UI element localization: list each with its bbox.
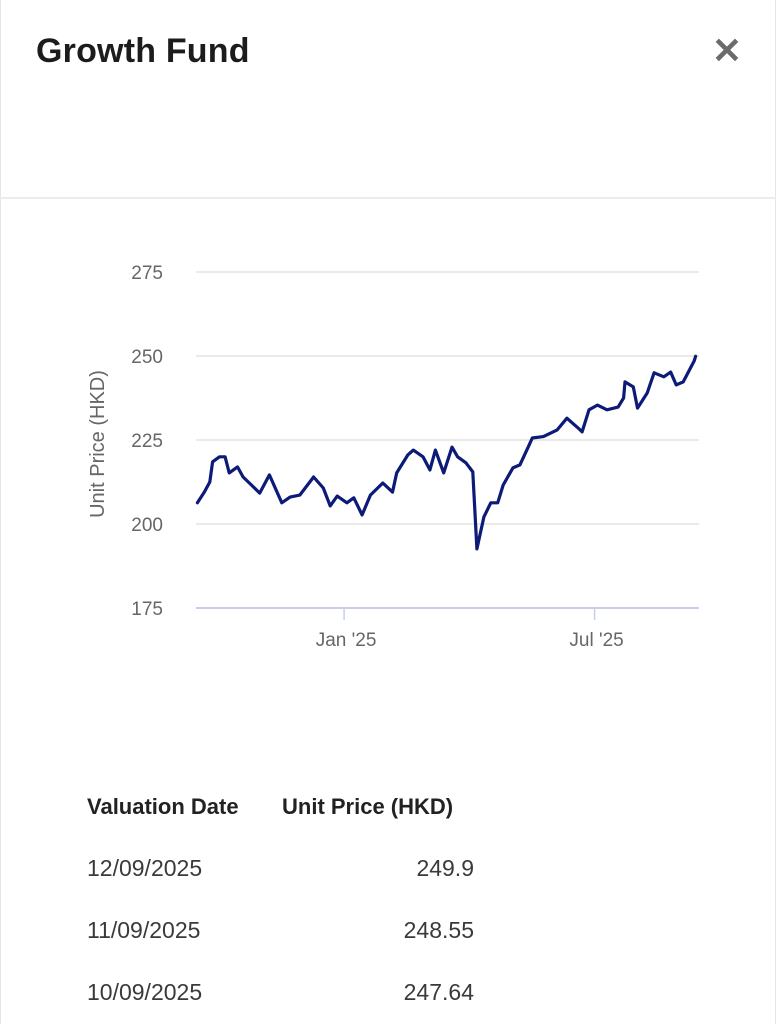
- row-date: 10/09/2025: [87, 979, 203, 1005]
- y-tick-label: 200: [131, 515, 163, 536]
- x-tick-label: Jan '25: [316, 630, 377, 651]
- x-tick-label: Jul '25: [569, 630, 623, 651]
- column-header-price: Unit Price (HKD): [282, 794, 454, 819]
- series-line: [195, 354, 698, 551]
- row-price: 247.64: [403, 979, 474, 1005]
- y-tick-label: 250: [131, 347, 163, 368]
- row-date: 11/09/2025: [87, 917, 201, 943]
- close-icon[interactable]: ✕: [711, 30, 743, 71]
- price-chart: 175 200 225 250 275 Jan '25 Jul '25 Unit Price …: [87, 263, 699, 651]
- row-date: 12/09/2025: [87, 855, 203, 881]
- row-price: 249.9: [416, 855, 474, 881]
- divider: [0, 197, 776, 199]
- y-tick-label: 175: [131, 599, 163, 620]
- y-axis-label: Unit Price (HKD): [87, 370, 109, 518]
- row-price: 248.55: [403, 917, 474, 943]
- y-tick-label: 275: [131, 263, 163, 284]
- y-tick-label: 225: [131, 431, 163, 452]
- column-header-date: Valuation Date: [87, 794, 239, 819]
- page-title: Growth Fund: [36, 32, 250, 70]
